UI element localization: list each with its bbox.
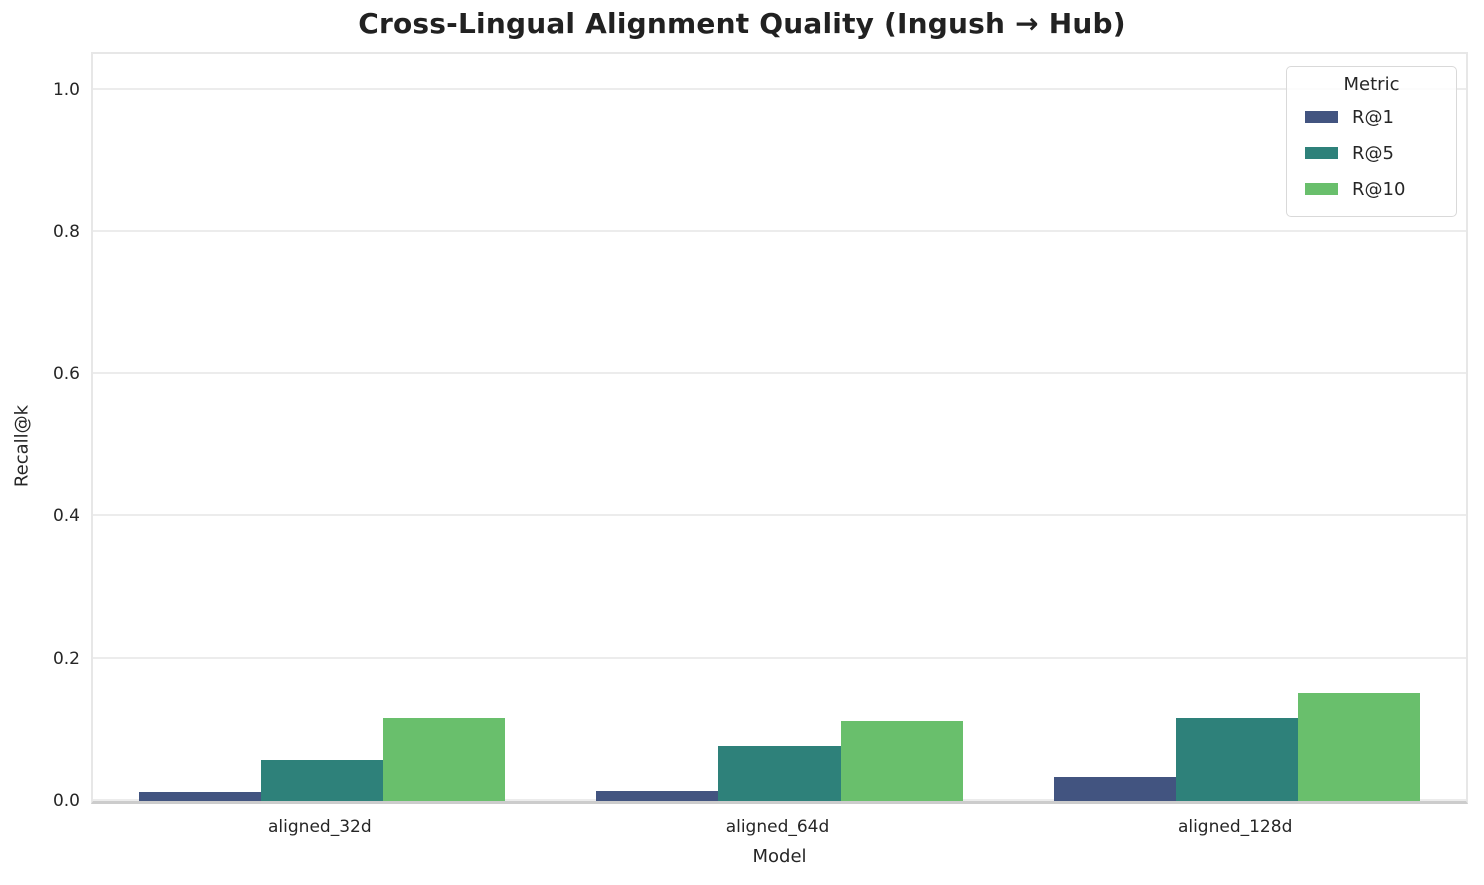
legend-entry-R@5: R@5: [1297, 135, 1446, 171]
y-tick-label: 0.6: [52, 364, 80, 385]
gridline: [93, 372, 1466, 375]
plot-area: Metric R@1 R@5 R@10: [91, 52, 1468, 804]
bar-aligned_32d-R@1: [138, 792, 261, 801]
legend-entry-R@1: R@1: [1297, 99, 1446, 135]
x-tick-label-aligned_32d: aligned_32d: [268, 817, 372, 837]
x-tick-label-aligned_128d: aligned_128d: [1177, 817, 1293, 837]
y-tick-label: 0.0: [52, 791, 80, 811]
y-axis-label: Recall@k: [11, 404, 33, 488]
legend-title: Metric: [1343, 74, 1400, 95]
legend-entry-R@10: R@10: [1297, 171, 1446, 207]
chart-title: Cross-Lingual Alignment Quality (Ingush …: [358, 7, 1126, 40]
y-tick-label: 0.8: [52, 221, 80, 242]
x-axis-label: Model: [752, 846, 807, 867]
legend-label: R@10: [1352, 178, 1406, 200]
legend-label: R@1: [1352, 106, 1394, 128]
gridline: [93, 229, 1466, 232]
legend-entries: R@1 R@5 R@10: [1297, 99, 1446, 207]
gridline: [93, 87, 1466, 90]
legend-label: R@5: [1352, 142, 1394, 164]
bar-aligned_128d-R@5: [1176, 717, 1299, 801]
bar-aligned_32d-R@5: [260, 760, 383, 801]
bar-aligned_128d-R@10: [1298, 692, 1421, 801]
legend-swatch-R@5: [1305, 147, 1338, 159]
bar-aligned_128d-R@1: [1054, 776, 1177, 801]
legend-swatch-R@1: [1305, 111, 1338, 123]
y-tick-label: 0.2: [52, 648, 80, 669]
bar-aligned_64d-R@5: [718, 745, 841, 801]
y-tick-label: 0.4: [52, 506, 80, 527]
y-tick-label: 1.0: [52, 79, 80, 100]
gridline: [93, 514, 1466, 517]
bar-aligned_32d-R@10: [382, 717, 505, 801]
bar-aligned_64d-R@1: [596, 791, 719, 801]
legend-swatch-R@10: [1305, 183, 1338, 195]
x-tick-label-aligned_64d: aligned_64d: [725, 817, 830, 837]
legend: Metric R@1 R@5 R@10: [1286, 66, 1457, 217]
gridline: [93, 656, 1466, 659]
bar-aligned_64d-R@10: [840, 720, 963, 801]
